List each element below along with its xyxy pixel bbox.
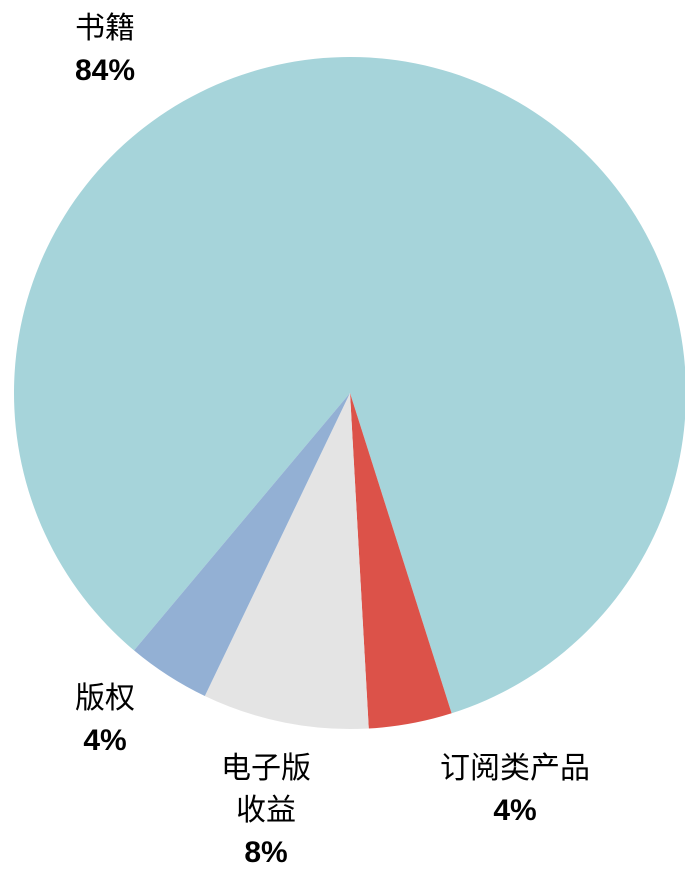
value-label: 4% [83,724,127,757]
value-label: 4% [493,794,537,827]
category-label: 版权 [75,681,135,716]
slice-label: 订阅类产品 4% [415,748,615,832]
pie-slice [134,393,350,697]
slice-label: 电子版收益 8% [166,748,366,872]
value-label: 84% [74,54,136,87]
category-label: 电子版收益 [221,751,311,828]
pie-slice [350,393,452,729]
pie-slice [14,57,685,714]
pie-slice [204,393,369,729]
slice-label: 书籍 84% [5,8,205,92]
slice-label: 版权 4% [5,678,205,762]
value-label: 8% [244,836,288,869]
category-label: 书籍 [75,11,135,46]
category-label: 订阅类产品 [440,751,590,786]
